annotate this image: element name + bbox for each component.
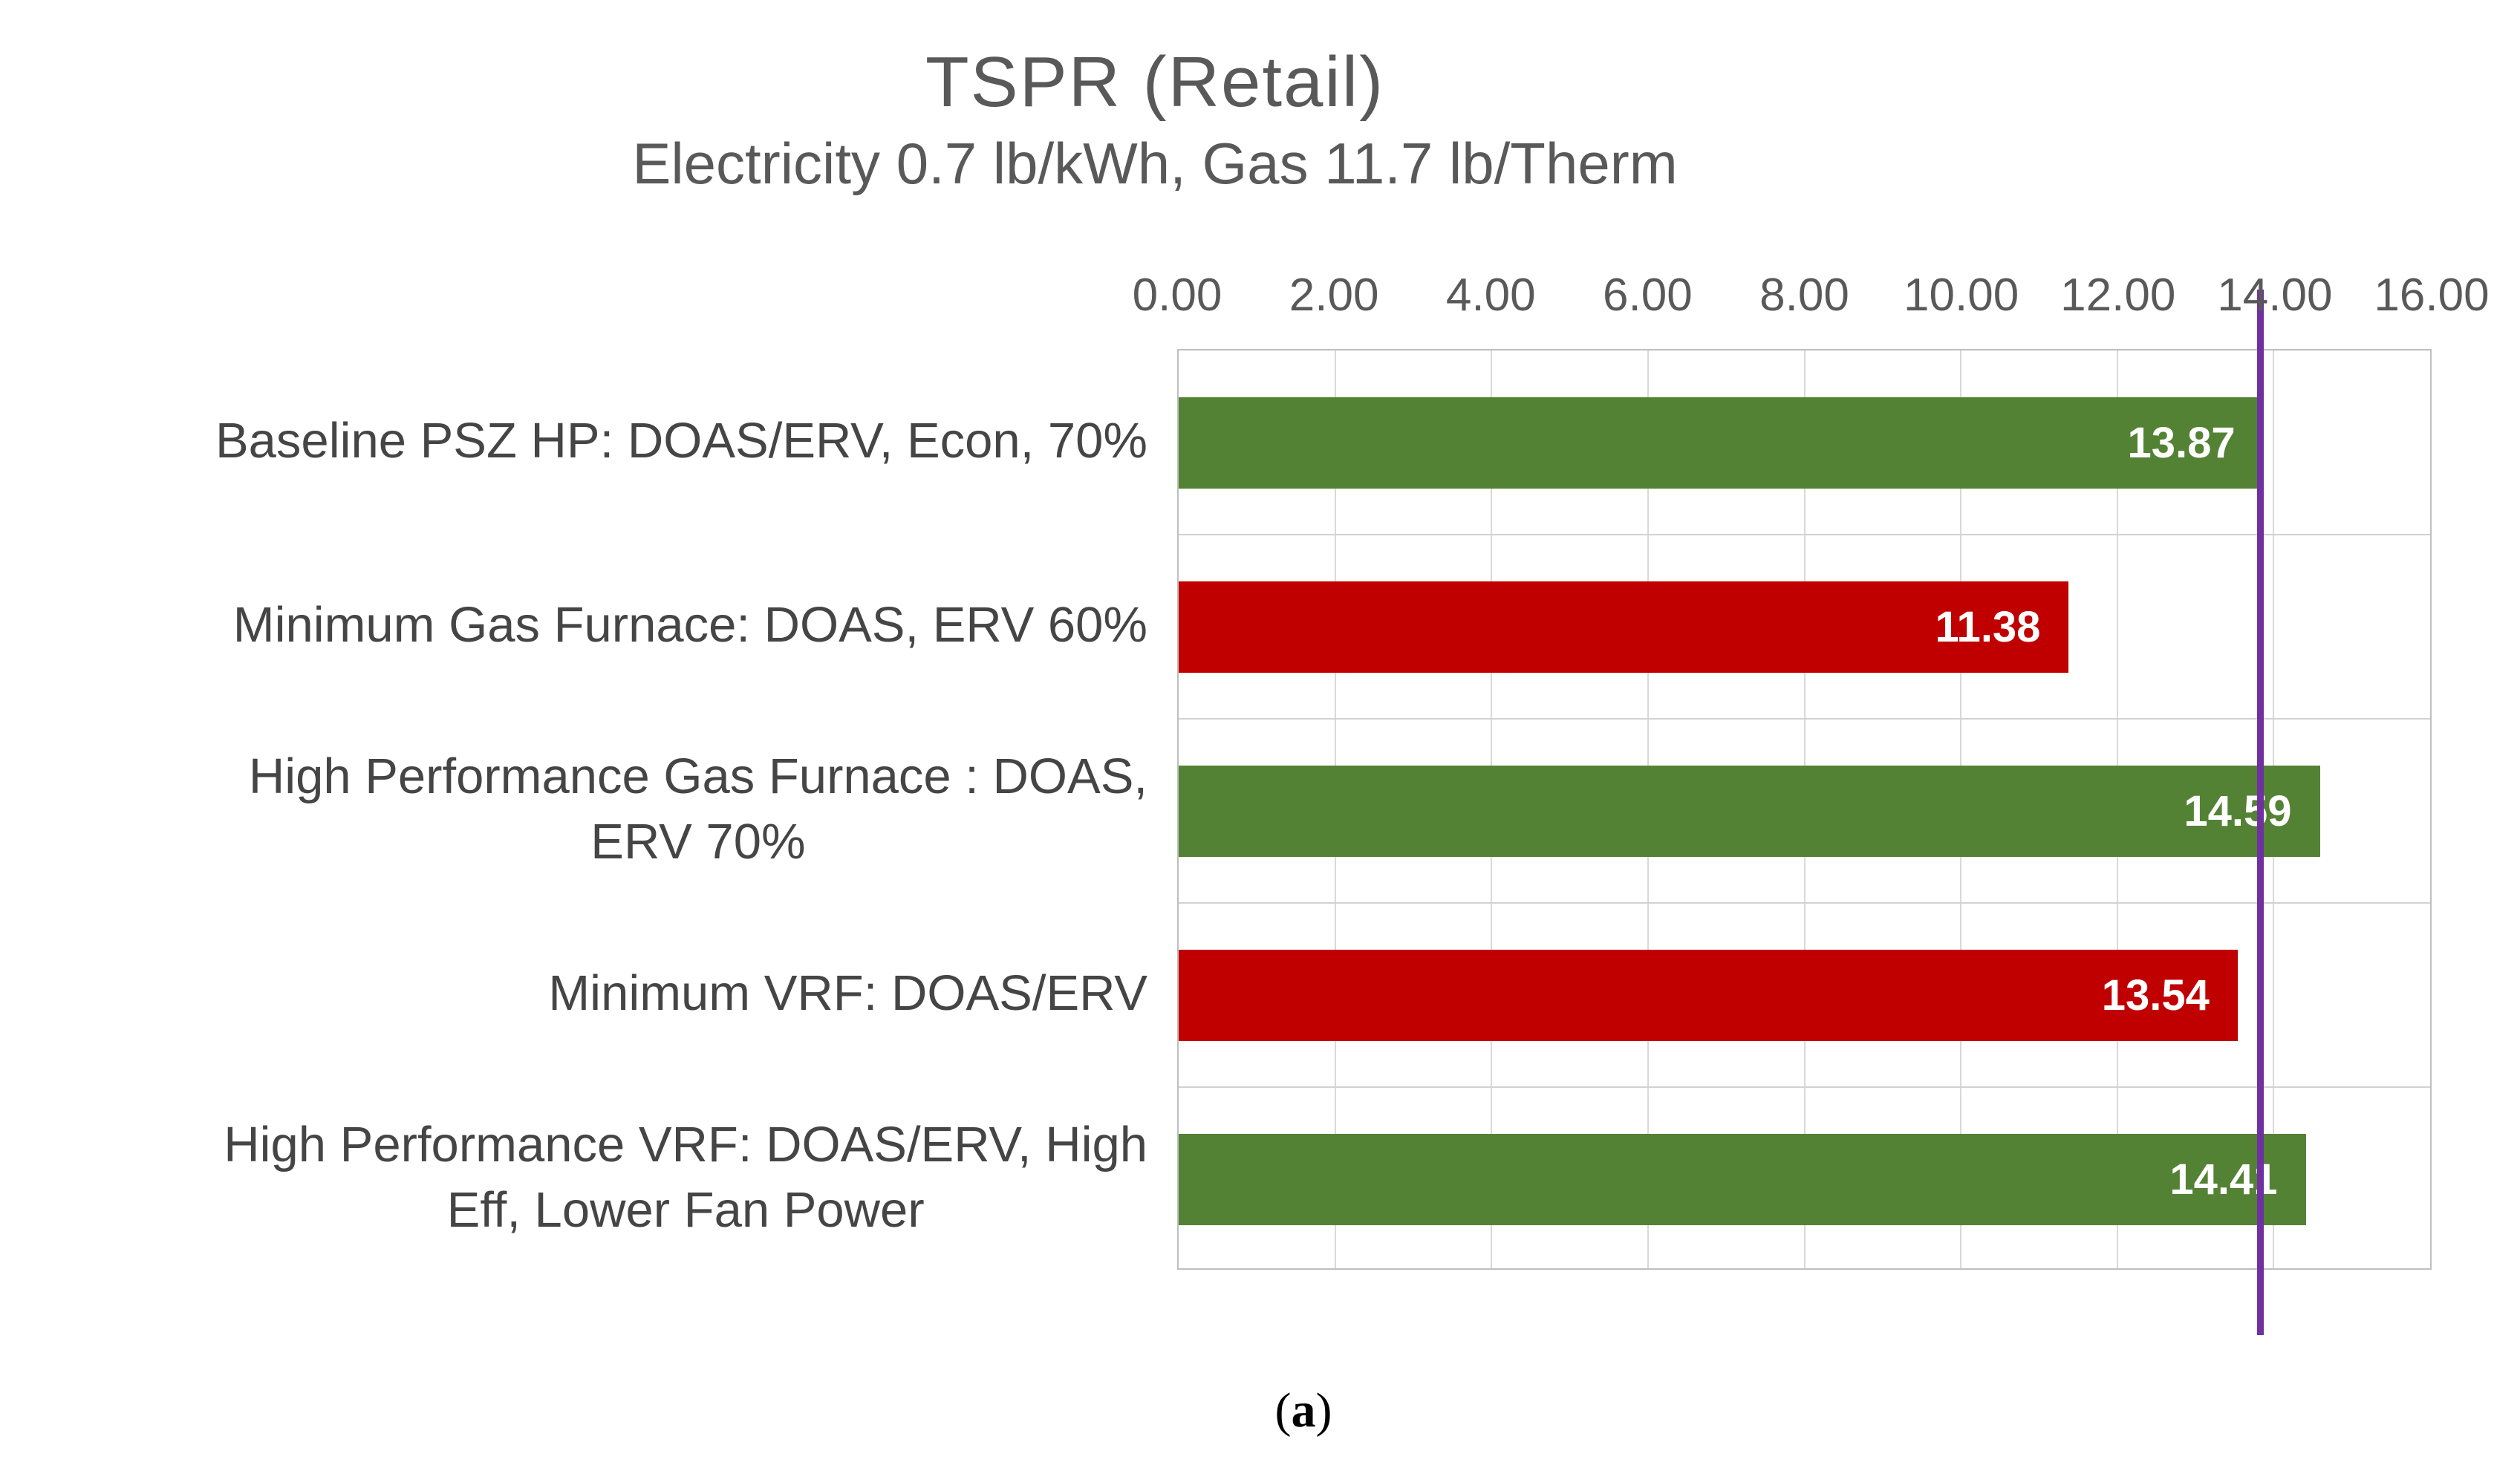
bar: 13.54	[1179, 949, 2238, 1041]
category-label: Minimum VRF: DOAS/ERV	[548, 965, 1147, 1021]
horizontal-gridline	[1179, 718, 2430, 720]
bar-value-label: 14.41	[2169, 1155, 2278, 1204]
category-label: High Performance Gas Furnace : DOAS, ERV …	[248, 748, 1147, 870]
baseline-reference-line	[2257, 290, 2265, 1335]
x-axis-tick-label: 16.00	[2374, 270, 2490, 321]
bar-value-label: 13.87	[2127, 418, 2236, 467]
bar: 13.87	[1179, 397, 2264, 489]
chart-header: TSPR (Retail) Electricity 0.7 lb/kWh, Ga…	[0, 43, 2310, 195]
x-axis-tick-label: 6.00	[1603, 270, 1693, 321]
x-axis-tick-label: 4.00	[1445, 270, 1536, 321]
category-label: High Performance VRF: DOAS/ERV, High Eff,…	[224, 1116, 1147, 1238]
bar-value-label: 14.59	[2184, 786, 2292, 835]
horizontal-gridline	[1179, 902, 2430, 904]
x-axis-tick-label: 8.00	[1759, 270, 1849, 321]
caption-letter: a	[1291, 1383, 1316, 1438]
chart-subtitle: Electricity 0.7 lb/kWh, Gas 11.7 lb/Ther…	[632, 130, 1678, 196]
plot-area: 13.87 11.38 14.59 13.54 14.41	[1177, 349, 2432, 1270]
caption-open-paren: (	[1274, 1383, 1292, 1438]
chart-title: TSPR (Retail)	[925, 42, 1385, 122]
x-axis-tick-labels: 0.00 2.00 4.00 6.00 8.00 10.00 12.00 14.00 16.00	[1133, 269, 2490, 321]
x-axis-tick-label: 14.00	[2217, 270, 2333, 321]
bar: 14.41	[1179, 1133, 2306, 1225]
x-axis-tick-label: 12.00	[2060, 270, 2176, 321]
figure-caption: (a)	[1275, 1383, 1332, 1439]
caption-close-paren: )	[1315, 1383, 1332, 1438]
bar-value-label: 13.54	[2101, 971, 2210, 1020]
x-axis-tick-label: 0.00	[1132, 270, 1222, 321]
bar: 14.59	[1179, 765, 2320, 857]
horizontal-gridline	[1179, 534, 2430, 535]
bar: 11.38	[1179, 581, 2069, 673]
category-label: Minimum Gas Furnace: DOAS, ERV 60%	[232, 596, 1147, 653]
horizontal-gridline	[1179, 1086, 2430, 1088]
category-axis-labels: Baseline PSZ HP: DOAS/ERV, Econ, 70% Mini…	[30, 349, 1147, 1270]
bar-value-label: 11.38	[1935, 602, 2041, 651]
category-label: Baseline PSZ HP: DOAS/ERV, Econ, 70%	[215, 412, 1147, 469]
x-axis-tick-label: 2.00	[1289, 270, 1379, 321]
x-axis-tick-label: 10.00	[1904, 270, 2019, 321]
